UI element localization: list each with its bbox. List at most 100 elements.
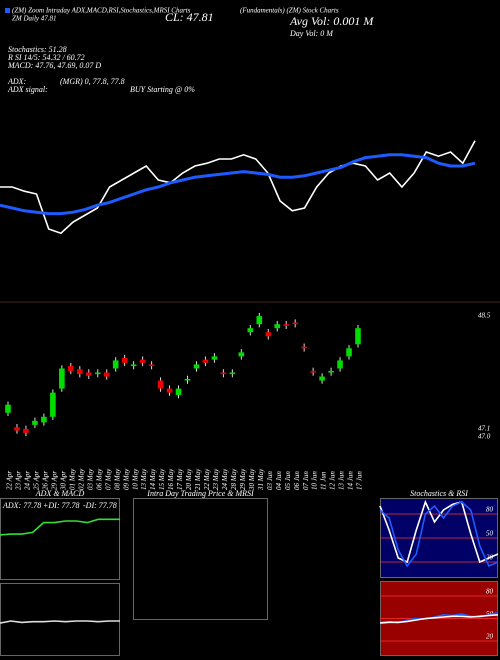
candle-body	[319, 376, 325, 381]
candle-body	[14, 427, 20, 431]
fundamentals: (Fundamentals) (ZM) Stock Charts	[240, 7, 339, 15]
x-tick-label: 23 May	[212, 468, 220, 490]
indicator-label: ADX: 77.78	[2, 501, 41, 510]
line-series	[0, 153, 476, 216]
indicator-label: -DI: 77.78	[83, 501, 117, 510]
y-tick-label: 47.0	[478, 433, 491, 441]
panel	[0, 498, 120, 580]
x-tick-label: 09 May	[122, 468, 130, 490]
candle-body	[256, 316, 263, 325]
line-series	[0, 620, 120, 624]
day-vol: Day Vol: 0 M	[289, 29, 334, 38]
y-tick-label: 80	[486, 506, 494, 514]
candle-body	[220, 372, 227, 375]
candle-body	[148, 364, 155, 367]
candle-body	[85, 372, 92, 376]
candle-body	[121, 358, 128, 363]
candle-body	[328, 370, 334, 373]
panel-title: Intra Day Trading Price & MRSI	[146, 489, 254, 498]
candle-body	[310, 370, 316, 373]
x-tick-label: 23 Apr	[15, 471, 23, 490]
x-tick-label: 07 May	[104, 468, 112, 490]
x-tick-label: 29 May	[239, 468, 247, 490]
candle-body	[50, 392, 56, 417]
x-tick-label: 21 May	[194, 468, 202, 490]
indicator: ADX:	[7, 77, 27, 86]
candle-body	[166, 388, 173, 393]
x-tick-label: 30 May	[248, 468, 256, 491]
candle-body	[283, 324, 290, 326]
candle-body	[32, 420, 38, 425]
candle-body	[238, 352, 245, 357]
x-tick-label: 11 Jun	[320, 471, 328, 490]
candle-body	[355, 328, 361, 345]
y-tick-label: 20	[486, 633, 494, 641]
candle-body	[211, 356, 218, 360]
candle-body	[346, 348, 352, 357]
line-series	[0, 140, 476, 235]
indicator: Stochastics: 51.28	[8, 45, 67, 54]
close: CL: 47.81	[165, 10, 214, 24]
x-tick-label: 04 Jun	[275, 471, 283, 490]
candle-body	[94, 372, 101, 375]
x-tick-label: 12 Jun	[329, 471, 337, 490]
panel-title: Stochastics & RSI	[410, 489, 468, 498]
candle-body	[23, 428, 29, 433]
candle-body	[59, 368, 65, 389]
y-tick-label: 80	[486, 588, 494, 596]
candle-body	[301, 346, 307, 349]
x-tick-label: 22 May	[203, 468, 211, 490]
candle-body	[157, 380, 164, 389]
line-series	[379, 499, 499, 564]
indicator-label: +DI: 77.78	[43, 501, 80, 510]
x-tick-label: 01 May	[68, 468, 76, 490]
x-tick-label: 31 May	[257, 468, 265, 491]
candle-body	[5, 404, 11, 413]
x-tick-label: 25 Apr	[33, 471, 41, 490]
candle-body	[184, 378, 191, 381]
title: (ZM) Zoom Intraday ADX,MACD,RSI,Stochast…	[12, 7, 191, 15]
candle-body	[292, 322, 298, 325]
x-tick-label: 08 May	[113, 468, 121, 490]
candle-body	[202, 359, 209, 363]
x-tick-label: 10 Jun	[311, 471, 319, 490]
x-tick-label: 06 Jun	[293, 471, 301, 490]
x-tick-label: 24 Apr	[24, 471, 32, 490]
panel	[0, 583, 120, 656]
candle-body	[193, 364, 200, 369]
logo	[5, 8, 10, 13]
y-tick-label: 47.1	[478, 424, 490, 432]
indicator: BUY Starting @ 0%	[130, 85, 195, 94]
x-tick-label: 14 Jun	[347, 471, 355, 490]
x-tick-label: 03 Jun	[266, 471, 274, 490]
x-tick-label: 13 Jun	[338, 471, 346, 490]
x-tick-label: 30 Apr	[59, 471, 67, 491]
y-tick-label: 50	[486, 530, 494, 538]
x-tick-label: 26 Apr	[42, 471, 50, 490]
avg-vol: Avg Vol: 0.001 M	[289, 14, 374, 28]
x-tick-label: 03 May	[86, 468, 94, 490]
x-tick-label: 15 May	[158, 468, 166, 490]
x-tick-label: 13 May	[140, 468, 148, 490]
x-tick-label: 02 May	[77, 468, 85, 490]
indicator: R SI 14/5: 54.32 / 60.72	[7, 53, 85, 62]
x-tick-label: 06 May	[95, 468, 103, 490]
x-tick-label: 14 May	[149, 468, 157, 490]
candle-body	[112, 360, 119, 369]
panel-title: ADX & MACD	[35, 489, 85, 498]
panel	[133, 498, 268, 620]
subtitle: ZM Daily 47.81	[12, 15, 57, 23]
x-tick-label: 29 Apr	[50, 471, 58, 490]
x-tick-label: 20 May	[185, 468, 193, 490]
candle-body	[68, 366, 74, 371]
candle-body	[76, 369, 83, 375]
x-tick-label: 16 May	[167, 468, 175, 490]
candle-body	[337, 360, 343, 369]
x-tick-label: 28 May	[230, 468, 238, 490]
line-series	[379, 501, 499, 568]
candle-body	[41, 416, 47, 423]
candle-body	[265, 332, 272, 337]
candle-body	[274, 324, 281, 329]
x-tick-label: 17 May	[176, 468, 184, 490]
